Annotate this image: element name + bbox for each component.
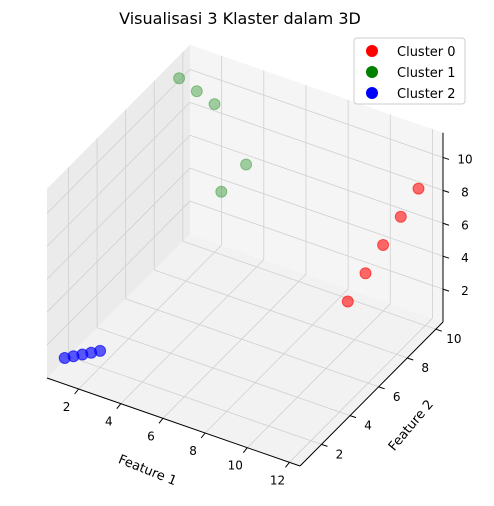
y-tick-mark [407,358,413,360]
data-point-cluster-1 [216,186,227,197]
z-tick-label: 4 [461,251,469,265]
z-tick-mark [443,157,449,159]
x-tick-mark [75,389,79,394]
x-tick-label: 6 [147,429,155,443]
legend-label-2: Cluster 2 [397,87,456,102]
y-tick-label: 10 [446,332,461,346]
x-tick-label: 8 [189,444,197,458]
y-tick-mark [321,444,327,446]
data-point-cluster-1 [174,73,185,84]
data-point-cluster-0 [342,296,353,307]
z-tick-label: 8 [461,185,469,199]
y-tick-mark [379,387,385,389]
data-point-cluster-0 [413,183,424,194]
legend-label-1: Cluster 1 [397,66,456,81]
x-tick-label: 4 [105,415,113,429]
z-tick-label: 10 [457,152,472,166]
data-point-cluster-0 [378,240,389,251]
legend-marker-0 [366,45,378,57]
data-point-cluster-2 [95,345,106,356]
legend-marker-1 [366,66,378,78]
x-tick-mark [201,433,205,438]
y-tick-mark [350,416,356,418]
x-tick-mark [285,462,289,467]
x-tick-label: 2 [63,400,71,414]
legend: Cluster 0 Cluster 1 Cluster 2 [354,38,465,104]
chart-title: Visualisasi 3 Klaster dalam 3D [119,9,361,28]
z-tick-mark [443,223,449,225]
z-tick-mark [443,190,449,192]
data-point-cluster-1 [209,99,220,110]
y-tick-label: 6 [393,390,401,404]
data-point-cluster-1 [191,86,202,97]
z-tick-label: 2 [461,284,469,298]
axis-panes [47,45,443,466]
legend-label-0: Cluster 0 [397,45,456,60]
y-axis-label: Feature 2 [386,397,437,454]
x-axis-label: Feature 1 [116,452,179,489]
y-tick-label: 2 [336,447,344,461]
y-tick-label: 8 [421,361,429,375]
z-tick-label: 6 [461,218,469,232]
x-tick-mark [243,448,247,453]
x-tick-label: 12 [270,473,285,487]
legend-marker-2 [366,87,378,99]
z-tick-mark [443,256,449,258]
z-tick-mark [443,289,449,291]
y-tick-mark [436,329,442,331]
data-point-cluster-0 [360,268,371,279]
x-tick-label: 10 [228,459,243,473]
x-tick-mark [117,404,121,409]
y-tick-label: 4 [364,419,372,433]
x-tick-mark [159,418,163,423]
data-point-cluster-1 [241,159,252,170]
data-point-cluster-0 [395,211,406,222]
